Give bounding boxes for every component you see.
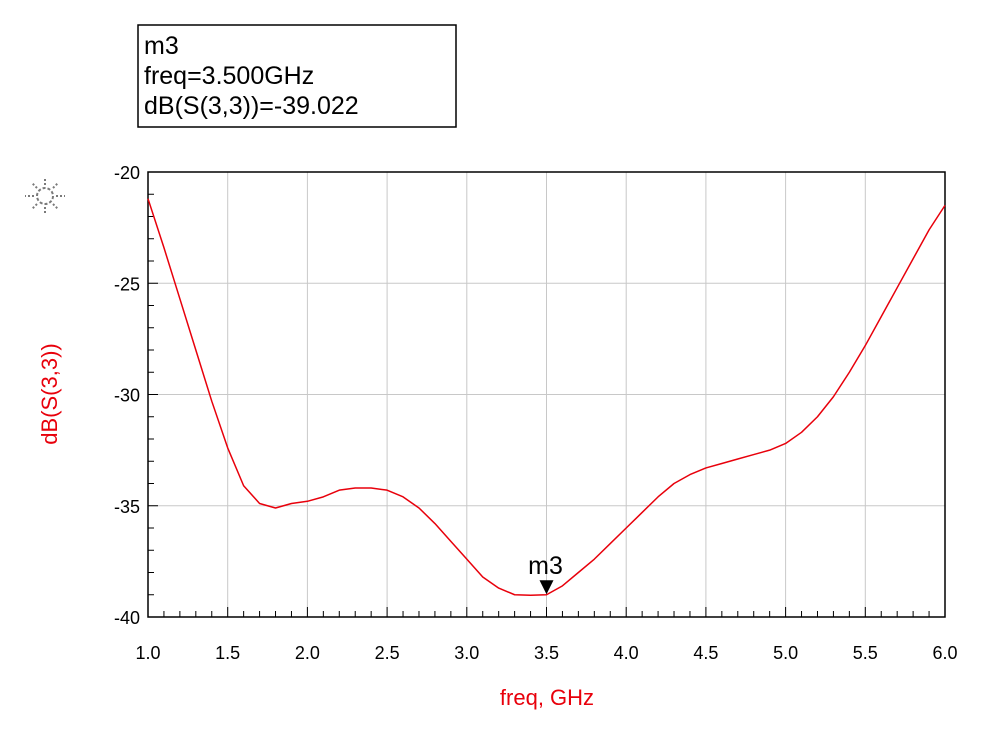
sun-settings-icon[interactable]	[25, 179, 65, 213]
y-axis-title: dB(S(3,3))	[37, 343, 62, 444]
y-tick-label: -25	[114, 274, 140, 294]
x-tick-label: 3.5	[534, 643, 559, 663]
x-axis-title: freq, GHz	[500, 685, 594, 710]
marker-label: m3	[528, 552, 563, 580]
x-tick-label: 6.0	[932, 643, 957, 663]
marker-triangle[interactable]	[539, 580, 554, 595]
x-tick-label: 4.0	[614, 643, 639, 663]
x-tick-label: 1.5	[215, 643, 240, 663]
x-tick-label: 2.0	[295, 643, 320, 663]
marker-layer: m3	[528, 552, 563, 595]
x-tick-label: 3.0	[454, 643, 479, 663]
plot-frame	[147, 171, 946, 618]
marker-readout-value: dB(S(3,3))=-39.022	[144, 92, 359, 120]
x-tick-label: 2.5	[375, 643, 400, 663]
x-tick-label: 1.0	[135, 643, 160, 663]
y-tick-label: -40	[114, 608, 140, 628]
marker-readout-box[interactable]: m3 freq=3.500GHz dB(S(3,3))=-39.022	[137, 24, 457, 128]
marker-readout-freq: freq=3.500GHz	[144, 62, 314, 90]
grid	[147, 171, 946, 618]
x-tick-labels: 1.0 1.5 2.0 2.5 3.0 3.5 4.0 4.5 5.0 5.5 6.0	[135, 643, 957, 663]
y-tick-label: -35	[114, 497, 140, 517]
series-line	[147, 198, 946, 596]
x-tick-label: 5.0	[773, 643, 798, 663]
x-tick-label: 4.5	[693, 643, 718, 663]
y-tick-label: -30	[114, 386, 140, 406]
x-tick-label: 5.5	[853, 643, 878, 663]
y-tick-labels: -20 -25 -30 -35 -40	[114, 163, 140, 628]
y-tick-label: -20	[114, 163, 140, 183]
plot-border	[147, 171, 946, 618]
marker-readout-name: m3	[144, 32, 179, 60]
series-layer	[147, 198, 946, 596]
